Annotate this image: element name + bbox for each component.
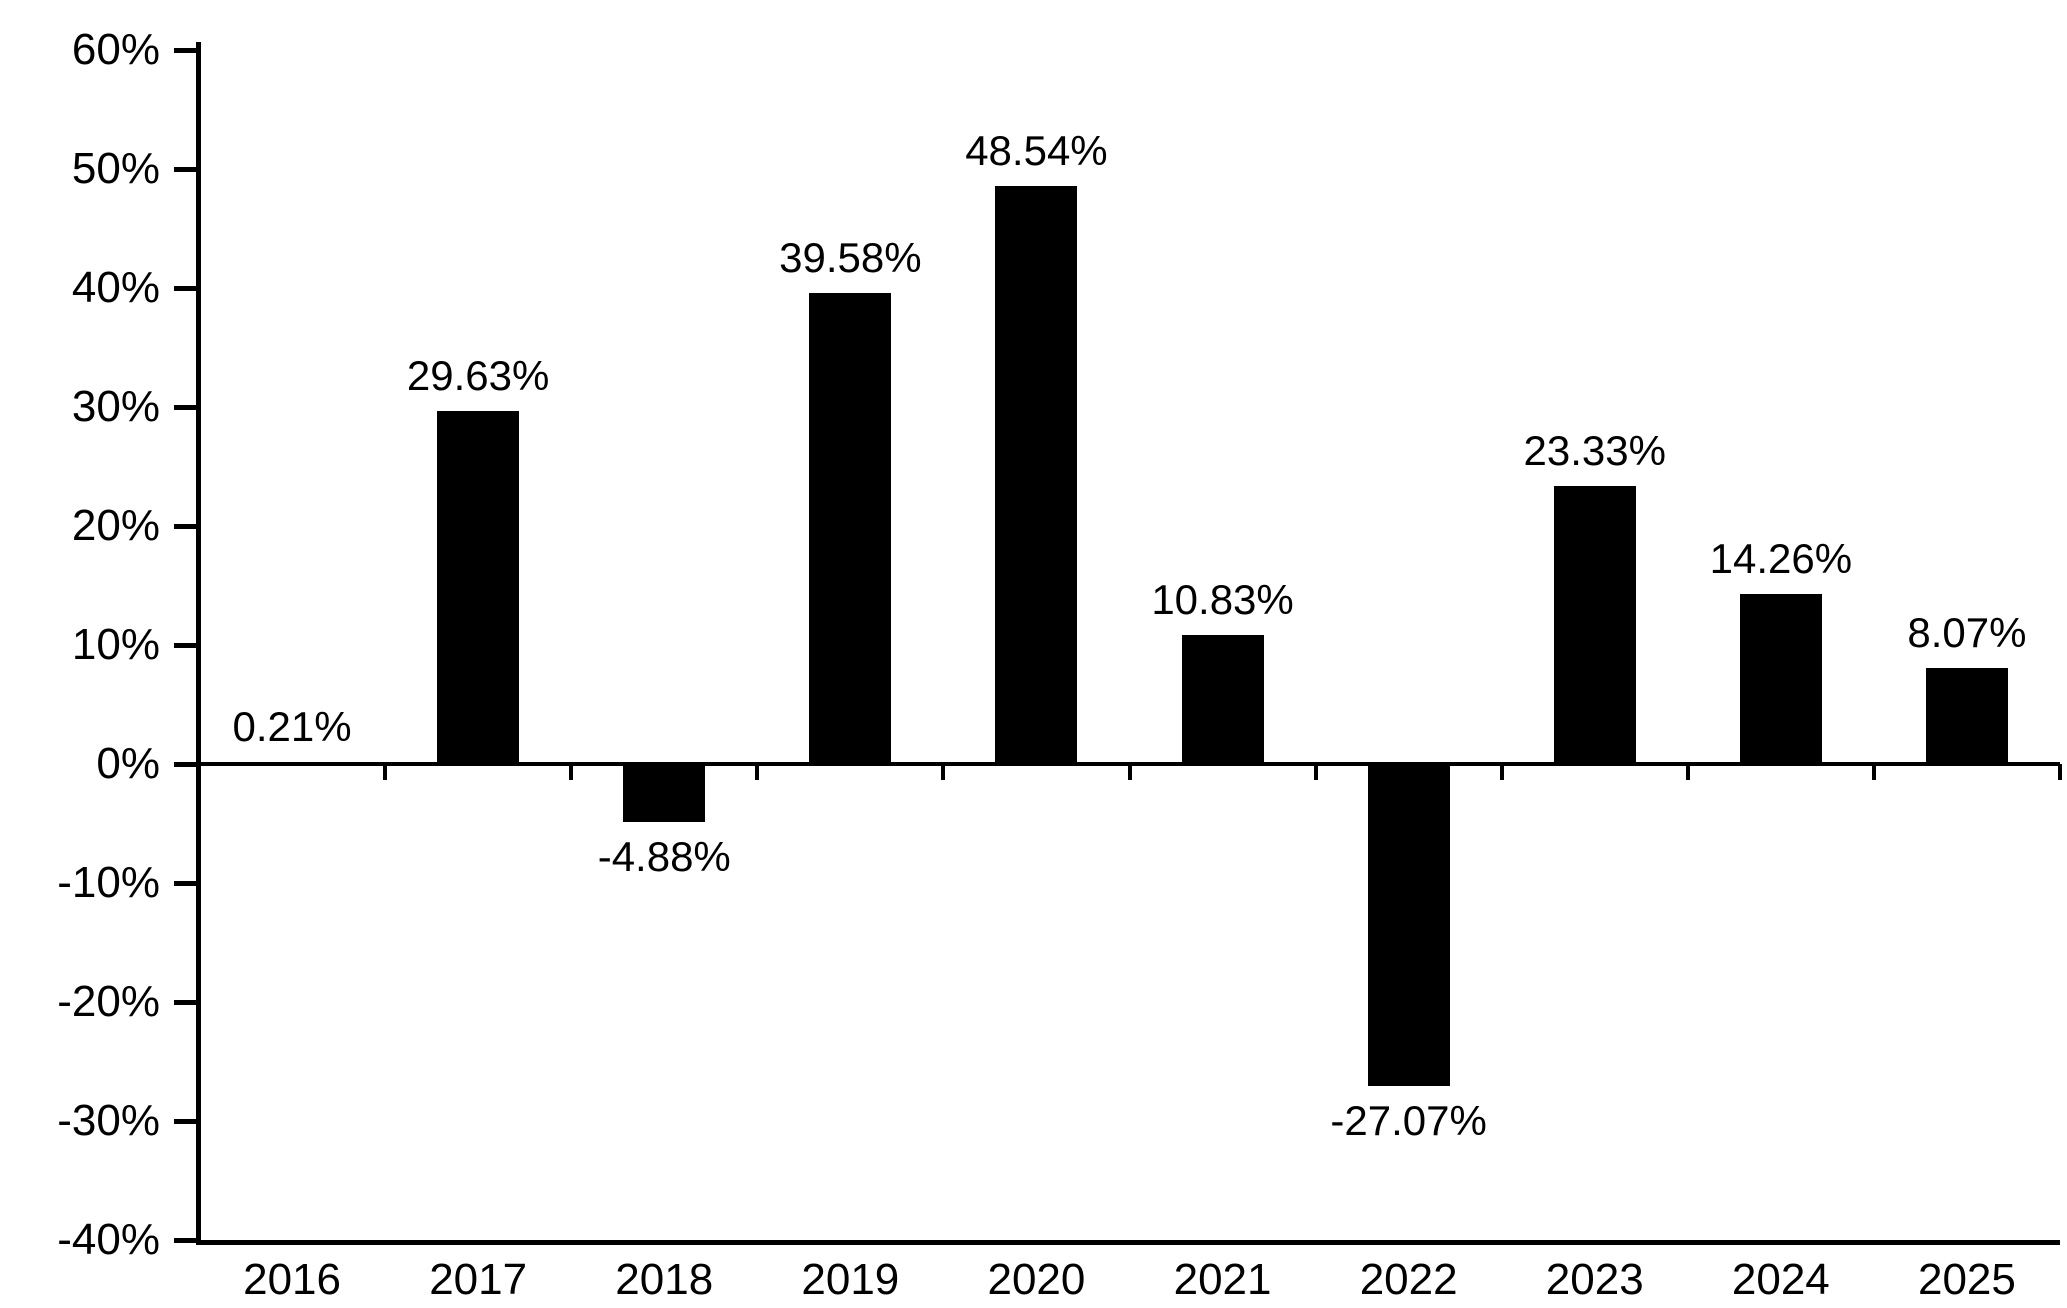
x-axis-tick xyxy=(2058,764,2062,780)
x-axis-label: 2020 xyxy=(987,1255,1086,1304)
x-axis-tick xyxy=(755,764,760,780)
x-axis-tick xyxy=(941,764,946,780)
y-axis-label: -30% xyxy=(57,1096,160,1145)
bar-2017 xyxy=(437,411,520,764)
bar-2022 xyxy=(1367,764,1450,1087)
bar-value-label: -27.07% xyxy=(1330,1097,1487,1145)
bar-value-label: 39.58% xyxy=(779,233,922,281)
y-axis-tick xyxy=(174,880,199,886)
y-axis-tick xyxy=(174,404,199,410)
y-axis-label: 60% xyxy=(71,25,160,74)
bar-2020 xyxy=(995,186,1078,764)
y-axis-label: 0% xyxy=(96,739,160,788)
bar-value-label: 0.21% xyxy=(232,702,352,750)
y-axis-label: 30% xyxy=(71,382,160,431)
x-axis-label: 2024 xyxy=(1731,1255,1830,1304)
y-axis-label: -20% xyxy=(57,977,160,1026)
x-axis-label: 2017 xyxy=(429,1255,528,1304)
bar-2024 xyxy=(1739,594,1822,764)
y-axis-tick xyxy=(174,523,199,529)
y-axis-label: 10% xyxy=(71,620,160,669)
y-axis-tick xyxy=(174,285,199,291)
bar-value-label: 29.63% xyxy=(406,352,550,400)
bar-value-label: -4.88% xyxy=(597,833,731,881)
y-axis-tick xyxy=(174,1237,199,1243)
bar-value-label: 8.07% xyxy=(1907,608,2027,656)
x-axis-tick xyxy=(1871,764,1876,780)
bar-value-label: 10.83% xyxy=(1151,576,1294,624)
x-axis-label: 2025 xyxy=(1917,1255,2016,1304)
y-axis-label: -40% xyxy=(57,1215,160,1264)
x-axis-tick xyxy=(569,764,574,780)
y-axis-tick xyxy=(174,47,199,53)
x-axis-line xyxy=(196,1240,2060,1245)
bar-2025 xyxy=(1925,667,2008,764)
x-axis-label: 2018 xyxy=(615,1255,714,1304)
x-axis-label: 2021 xyxy=(1173,1255,1272,1304)
y-axis-tick xyxy=(174,1118,199,1124)
bar-2018 xyxy=(623,764,706,823)
bar-value-label: 23.33% xyxy=(1523,427,1666,475)
y-axis-tick xyxy=(174,999,199,1005)
bar-2016 xyxy=(251,761,334,764)
x-axis-tick xyxy=(1127,764,1132,780)
x-axis-label: 2016 xyxy=(243,1255,341,1304)
bar-value-label: 14.26% xyxy=(1709,535,1853,583)
y-axis-label: 20% xyxy=(71,501,160,550)
bar-2023 xyxy=(1553,486,1636,764)
bar-2021 xyxy=(1181,635,1264,764)
x-axis-tick xyxy=(1499,764,1504,780)
y-axis-label: -10% xyxy=(57,858,160,907)
x-axis-tick xyxy=(383,764,388,780)
y-axis-label: 40% xyxy=(71,263,160,312)
bar-2019 xyxy=(809,292,892,764)
y-axis-tick xyxy=(174,761,199,767)
x-axis-tick xyxy=(1685,764,1690,780)
bar-value-label: 48.54% xyxy=(965,127,1108,175)
y-axis-tick xyxy=(174,642,199,648)
x-axis-label: 2022 xyxy=(1359,1255,1458,1304)
x-axis-label: 2019 xyxy=(801,1255,900,1304)
x-axis-tick xyxy=(1313,764,1318,780)
x-axis-label: 2023 xyxy=(1545,1255,1644,1304)
y-axis-tick xyxy=(174,166,199,172)
y-axis-label: 50% xyxy=(71,144,160,193)
